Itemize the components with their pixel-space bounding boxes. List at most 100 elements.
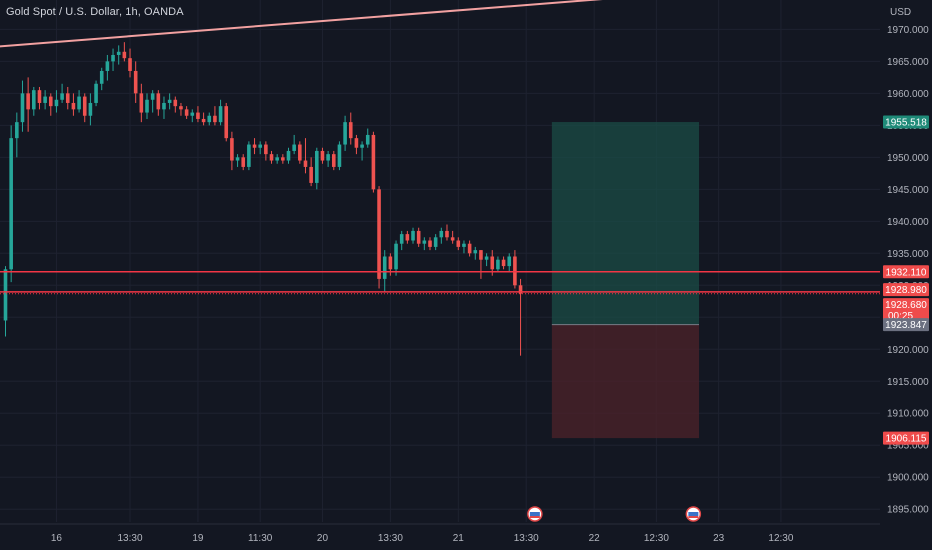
price-labels: 1955.5181932.1101928.9801928.68000:25192… [883,115,929,445]
candle-down [65,93,70,103]
candle-up [20,93,25,123]
trendline [0,0,603,48]
candle-up [315,150,319,183]
candle-up [422,240,427,244]
candle-up [275,157,279,161]
candle-up [218,106,223,123]
candle-up [394,243,398,270]
price-tick-label: 1935.000 [887,249,929,260]
candle-down [252,144,257,148]
time-axis[interactable]: 16 13:30 19 11:30 20 13:30 21 13:30 22 12:30 23 12:… [0,523,880,550]
price-tick-label: 1970.000 [887,25,929,36]
target-price-label: 1955.518 [885,118,927,129]
time-tick-label: 21 [453,533,465,544]
level-price-label-box [883,283,929,297]
candle-down [501,259,506,267]
time-axis-background [0,524,880,550]
candle-up [343,122,347,145]
candle-up [247,144,251,167]
candle-down [416,230,421,244]
candle-down [298,144,302,161]
candle-down [201,118,206,123]
candle-up [411,230,415,241]
candle-down [467,243,472,254]
entry-price-label-box [883,318,929,332]
time-tick-label: 19 [192,533,204,544]
candle-up [162,102,166,110]
candle-down [450,237,455,241]
candle-down [122,51,127,59]
candle-up [399,234,404,244]
level-price-label: 1932.110 [886,267,927,278]
stop-price-label: 1906.115 [886,434,927,445]
candle-up [439,230,444,238]
price-tick-label: 1940.000 [887,217,929,228]
candle-down [173,99,178,107]
price-tick-label: 1945.000 [887,185,929,196]
candle-up [360,144,364,148]
candle-up [3,269,8,321]
candle-up [43,96,47,103]
candle-down [139,93,144,113]
candle-up [32,90,36,110]
candle-down [331,154,336,167]
price-tick-label: 1920.000 [887,345,929,356]
candle-up [190,112,195,116]
flag-stripe-icon [688,512,699,516]
candle-up [462,243,466,247]
candle-up [99,70,104,84]
time-tick-label: 12:30 [644,533,669,544]
position-zones [551,122,700,439]
candle-down [213,115,217,123]
candle-down [490,256,495,270]
candle-up [433,237,438,247]
profit-zone [551,122,700,325]
candle-down [156,93,161,110]
candle-down [224,106,229,139]
currency-label: USD [890,7,911,18]
price-tick-label: 1900.000 [887,473,929,484]
candle-down [48,96,53,107]
candle-down [184,109,189,116]
candle-down [241,157,246,167]
price-tick-label: 1960.000 [887,89,929,100]
time-tick-label: 20 [317,533,329,544]
flag-stripe-icon [529,512,540,516]
candle-up [207,115,212,123]
candle-up [337,144,342,167]
loss-zone [551,324,700,439]
symbol-title[interactable]: Gold Spot / U.S. Dollar, 1h, OANDA [6,6,184,18]
candle-down [513,256,517,286]
candle-up [365,134,370,145]
candle-up [235,157,240,161]
candle-down [371,134,376,190]
candle-down [269,154,274,161]
candle-down [348,122,353,139]
candle-up [507,256,512,267]
candle-down [456,240,461,247]
time-tick-label: 16 [51,533,63,544]
price-tick-label: 1915.000 [887,377,929,388]
candle-down [445,230,449,238]
candle-down [303,160,308,167]
price-tick-label: 1910.000 [887,409,929,420]
time-tick-label: 13:30 [378,533,403,544]
candle-up [111,54,115,62]
time-tick-label: 22 [589,533,601,544]
candle-down [26,93,30,110]
candle-up [150,93,155,100]
candle-up [15,122,19,139]
flag-stripe-icon [529,516,540,518]
price-tick-label: 1965.000 [887,57,929,68]
candle-down [196,112,200,119]
chart-overlay [0,0,880,522]
current-price-label-box [883,298,929,323]
time-tick-label: 11:30 [248,533,273,544]
candle-down [133,70,138,94]
candle-down [179,106,183,110]
candle-down [320,150,325,161]
candle-down [37,90,42,103]
chart-grid [0,0,880,522]
candle-down [377,189,381,279]
